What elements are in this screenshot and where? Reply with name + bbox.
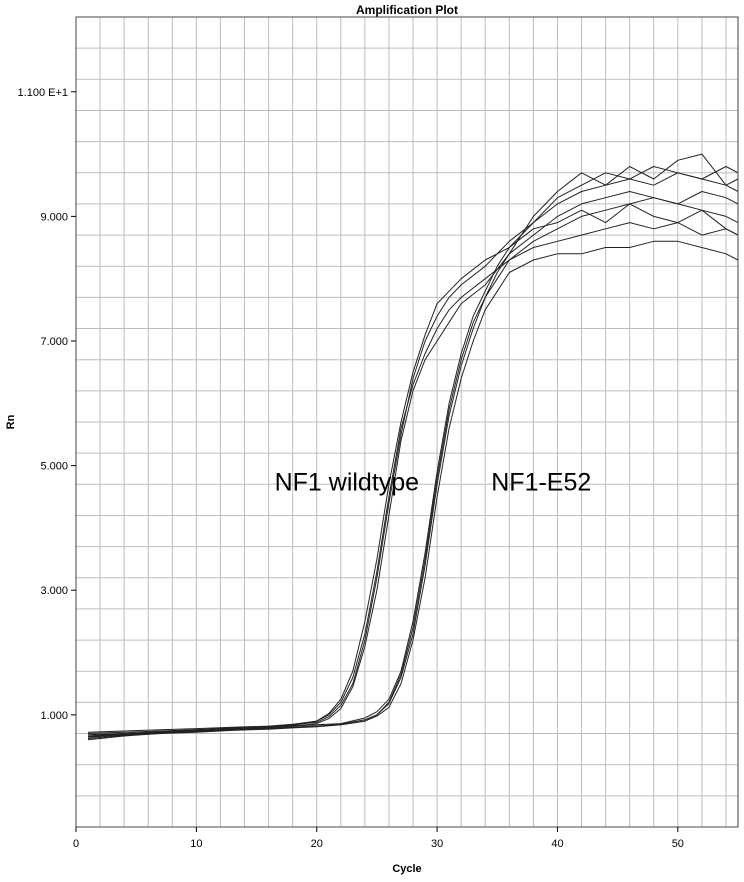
- series-line-8: [87, 191, 739, 738]
- plot-frame: [75, 16, 739, 828]
- grid: [75, 16, 738, 828]
- y-axis-title: Rn: [5, 414, 17, 429]
- series-line-1: [87, 191, 739, 733]
- x-tick-label: 20: [311, 838, 323, 850]
- axes: 0 10 20 30 40 50 1.000 3.000 5.000 7.000 9.000 1.10…: [18, 87, 684, 850]
- chart-title: Amplification Plot: [356, 3, 458, 17]
- x-tick-label: 0: [73, 838, 79, 850]
- x-axis-title: Cycle: [392, 863, 421, 875]
- x-tick-label: 50: [672, 838, 684, 850]
- y-tick-label: 3.000: [40, 585, 68, 597]
- y-tick-label: 7.000: [40, 336, 68, 348]
- y-tick-label: 1.100 E+1: [18, 87, 68, 99]
- x-tick-label: 40: [551, 838, 563, 850]
- y-tick-label: 9.000: [40, 211, 68, 223]
- x-tick-label: 10: [190, 838, 202, 850]
- series-line-2: [87, 166, 739, 736]
- series-lines: [87, 153, 739, 741]
- x-tick-label: 30: [431, 838, 443, 850]
- series-line-7: [87, 240, 739, 741]
- annotation-label-2: NF1-E52: [491, 469, 591, 497]
- y-tick-label: 1.000: [40, 710, 68, 722]
- annotations: NF1 wildtype NF1-E52: [275, 469, 592, 497]
- series-line-5: [87, 166, 739, 734]
- annotation-label-1: NF1 wildtype: [275, 469, 420, 497]
- y-tick-label: 5.000: [40, 461, 68, 473]
